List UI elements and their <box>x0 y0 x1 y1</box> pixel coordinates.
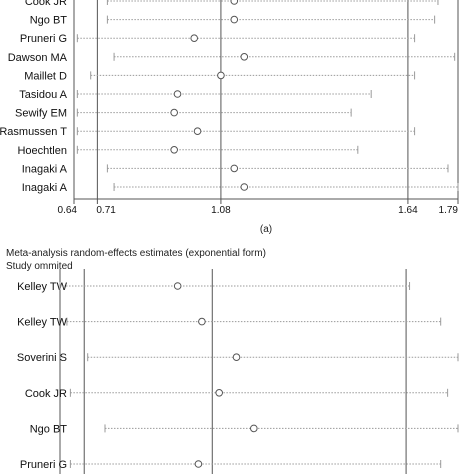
chart-title: Meta-analysis random-effects estimates (… <box>6 248 266 259</box>
study-label: Cook JR <box>25 388 67 400</box>
point-estimate <box>215 389 223 397</box>
point-estimate <box>217 71 225 80</box>
point-estimate <box>173 90 182 98</box>
x-tick-label: 1.64 <box>398 205 418 216</box>
point-estimate <box>170 108 178 117</box>
x-tick-label: 0.64 <box>58 205 78 216</box>
point-estimate <box>240 183 249 191</box>
study-label: Sewify EM <box>15 108 67 120</box>
x-tick-label: 0.71 <box>96 205 116 216</box>
study-label: Pruneri G <box>20 459 67 471</box>
study-label: Tasidou A <box>19 89 67 101</box>
study-label: Dawson MA <box>8 52 68 64</box>
x-tick-label: 1.79 <box>439 205 459 216</box>
point-estimate <box>173 282 182 290</box>
point-estimate <box>232 353 241 362</box>
x-tick-label: 1.08 <box>211 205 231 216</box>
study-label: Pruneri G <box>20 33 67 45</box>
point-estimate <box>193 127 202 135</box>
study-label: Kelley TW <box>17 281 68 293</box>
point-estimate <box>198 317 206 326</box>
study-label: Kelley TW <box>17 317 68 329</box>
study-label: Hoechtlen <box>17 145 67 157</box>
study-label: Inagaki A <box>22 163 68 175</box>
point-estimate <box>230 0 239 5</box>
point-estimate <box>250 424 258 433</box>
point-estimate <box>230 164 239 173</box>
point-estimate <box>230 15 239 24</box>
study-label: Ngo BT <box>30 423 68 435</box>
chart-subtitle: Study ommited <box>6 261 73 272</box>
study-label: Rasmussen T <box>0 126 67 138</box>
panel-caption: (a) <box>260 224 272 235</box>
point-estimate <box>190 34 199 43</box>
study-label: Maillet D <box>24 70 67 82</box>
study-label: Soverini S <box>17 352 67 364</box>
study-label: Ngo BT <box>30 15 68 27</box>
study-label: Cook JR <box>25 0 67 8</box>
point-estimate <box>240 53 249 61</box>
study-label: Inagaki A <box>22 182 68 194</box>
point-estimate <box>170 146 178 154</box>
point-estimate <box>194 460 203 468</box>
